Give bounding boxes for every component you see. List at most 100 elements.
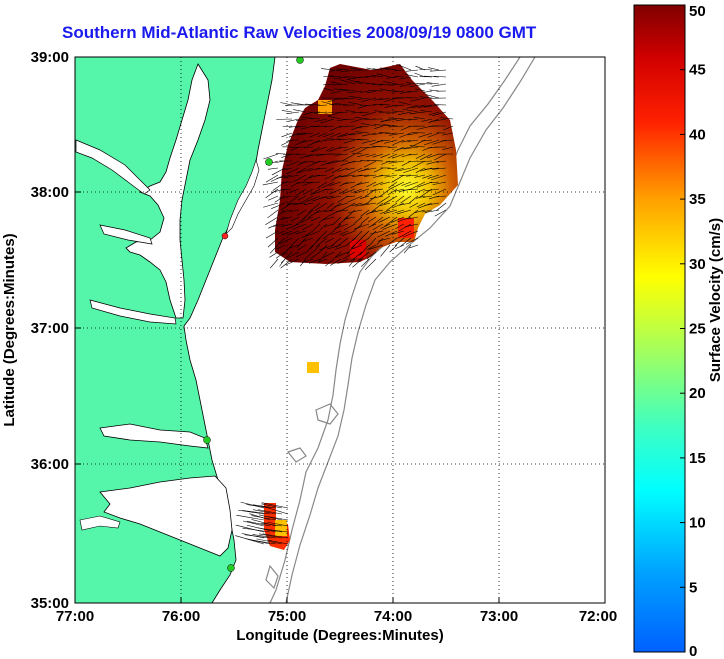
velocity-vector xyxy=(442,125,454,131)
velocity-vector xyxy=(301,223,314,231)
velocity-vector xyxy=(333,102,349,106)
velocity-vector xyxy=(258,533,283,539)
velocity-vector xyxy=(299,160,314,164)
velocity-vector xyxy=(416,202,426,208)
velocity-vector xyxy=(267,237,279,248)
velocity-vector xyxy=(265,216,279,225)
velocity-vector xyxy=(340,132,356,137)
velocity-vector xyxy=(293,188,307,198)
velocity-vector xyxy=(334,153,349,156)
velocity-vector xyxy=(309,132,321,138)
velocity-vector xyxy=(248,539,277,545)
velocity-vector xyxy=(404,223,419,228)
velocity-vector xyxy=(409,244,419,249)
velocity-vector xyxy=(404,74,419,78)
velocity-vector xyxy=(399,132,412,138)
velocity-vector xyxy=(311,160,328,164)
velocity-vector xyxy=(281,244,293,257)
velocity-vector xyxy=(257,509,283,515)
velocity-vector xyxy=(344,216,356,220)
velocity-vector xyxy=(403,146,419,150)
y-tick-label: 35:00 xyxy=(31,595,69,612)
velocity-vector xyxy=(409,145,426,148)
velocity-vector xyxy=(424,202,440,206)
velocity-vector xyxy=(378,97,391,101)
velocity-vector xyxy=(331,90,342,94)
velocity-vector xyxy=(420,153,433,161)
velocity-vector xyxy=(399,174,412,176)
velocity-vector xyxy=(379,103,391,106)
velocity-vector xyxy=(376,73,391,78)
velocity-vector xyxy=(431,83,447,87)
velocity-vector xyxy=(362,132,377,137)
velocity-vector xyxy=(355,202,370,207)
velocity-vector xyxy=(281,209,293,213)
velocity-vector xyxy=(339,69,356,73)
velocity-vector xyxy=(389,132,405,136)
velocity-vector xyxy=(355,80,370,85)
velocity-vector xyxy=(268,195,279,201)
velocity-vector xyxy=(242,527,271,533)
velocity-vector xyxy=(299,195,314,204)
velocity-cell xyxy=(398,218,414,238)
velocity-vector xyxy=(424,188,440,192)
velocity-vector xyxy=(306,139,321,147)
velocity-vector xyxy=(348,258,356,267)
velocity-vector xyxy=(276,174,293,179)
velocity-vector xyxy=(314,209,328,214)
velocity-vector xyxy=(346,167,356,171)
velocity-vector xyxy=(330,132,342,138)
velocity-vector xyxy=(387,188,398,196)
velocity-vector xyxy=(425,94,440,99)
velocity-vector xyxy=(359,244,370,256)
velocity-vector xyxy=(366,181,377,188)
y-tick-label: 38:00 xyxy=(31,184,69,201)
velocity-vector xyxy=(372,103,384,106)
velocity-vector xyxy=(367,216,377,223)
velocity-vector xyxy=(392,153,405,159)
velocity-vector xyxy=(346,244,356,255)
velocity-vector xyxy=(300,216,314,223)
velocity-vector xyxy=(337,258,349,264)
velocity-vector xyxy=(315,237,328,248)
velocity-vector xyxy=(395,223,405,229)
velocity-vector xyxy=(312,223,321,231)
velocity-vector xyxy=(309,125,321,127)
velocity-vector xyxy=(343,251,356,260)
velocity-vector xyxy=(342,118,356,120)
velocity-vector xyxy=(348,101,363,106)
colorbar-tick-label: 35 xyxy=(689,191,706,208)
velocity-vector xyxy=(357,138,370,141)
river-potomac xyxy=(75,139,151,195)
velocity-vector xyxy=(421,139,433,142)
velocity-vector xyxy=(252,534,277,539)
velocity-vector xyxy=(352,152,363,155)
velocity-vector xyxy=(356,181,370,186)
velocity-vector xyxy=(401,153,412,158)
velocity-vector xyxy=(337,167,349,172)
velocity-vector xyxy=(401,181,412,186)
velocity-vector xyxy=(427,174,440,179)
velocity-vector xyxy=(391,90,405,93)
velocity-vector xyxy=(422,174,433,179)
velocity-vector xyxy=(329,202,342,212)
velocity-vector xyxy=(287,111,300,114)
velocity-vector xyxy=(354,223,370,230)
colorbar-tick-label: 45 xyxy=(689,62,706,79)
velocity-vector xyxy=(369,188,384,192)
colorbar-tick-label: 25 xyxy=(689,321,706,338)
velocity-vector xyxy=(357,153,370,158)
velocity-vector xyxy=(318,258,328,263)
velocity-vector xyxy=(360,209,370,217)
velocity-vector xyxy=(391,110,405,113)
station-marker xyxy=(203,436,211,444)
velocity-vector xyxy=(289,209,300,213)
velocity-vector xyxy=(327,116,342,120)
velocity-vector xyxy=(307,202,321,214)
velocity-vector xyxy=(391,230,405,235)
velocity-vector xyxy=(396,146,412,150)
velocity-vector xyxy=(309,237,321,250)
x-tick-label: 73:00 xyxy=(480,608,518,625)
velocity-vector xyxy=(288,251,300,258)
